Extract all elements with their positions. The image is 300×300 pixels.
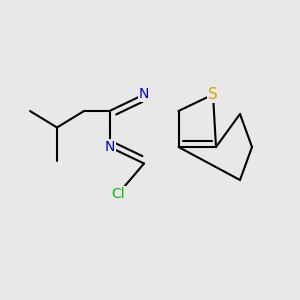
Text: S: S bbox=[208, 87, 218, 102]
Text: N: N bbox=[139, 88, 149, 101]
Text: N: N bbox=[104, 140, 115, 154]
Text: Cl: Cl bbox=[112, 187, 125, 200]
